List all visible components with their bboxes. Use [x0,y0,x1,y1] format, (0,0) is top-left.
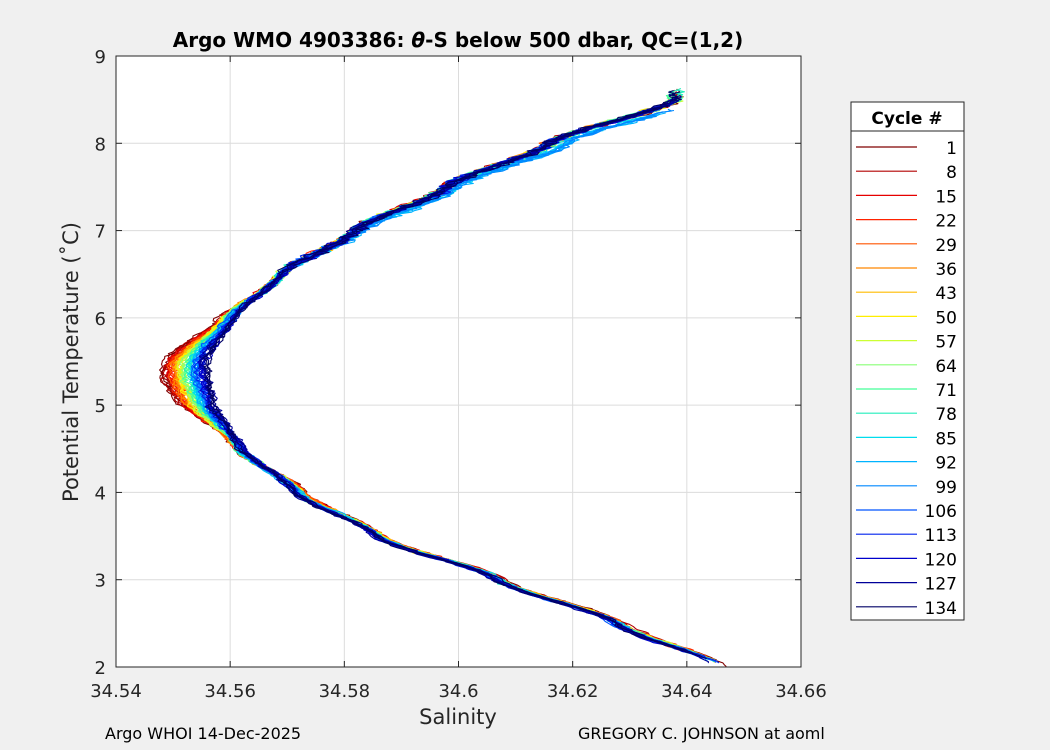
x-tick-labels: 34.54 34.56 34.58 34.6 34.62 34.64 34.66 [90,681,827,702]
x-tick-label: 34.66 [775,681,827,702]
y-tick-label: 9 [95,47,106,68]
legend-label: 36 [935,260,957,280]
y-tick-label: 2 [95,658,106,679]
legend-label: 99 [935,478,957,498]
footer-right: GREGORY C. JOHNSON at aoml [578,724,825,743]
legend: Cycle # 18152229364350576471788592991061… [850,101,965,621]
y-tick-labels: 2 3 4 5 6 7 8 9 [95,47,106,679]
chart-title-suffix: -S below 500 dbar, QC=(1,2) [425,28,743,52]
legend-label: 106 [925,502,957,522]
x-tick-label: 34.62 [547,681,599,702]
tick-marks [115,55,802,668]
legend-label: 1 [946,139,957,159]
x-tick-label: 34.54 [90,681,142,702]
legend-label: 64 [935,357,957,377]
x-tick-label: 34.64 [661,681,713,702]
y-tick-label: 4 [95,483,106,504]
chart-title-theta: θ [411,28,425,52]
series-line [203,89,707,660]
y-tick-label: 5 [95,396,106,417]
legend-label: 22 [935,212,957,232]
legend-label: 78 [935,405,957,425]
legend-label: 134 [925,599,957,619]
y-axis-label: Potential Temperature (˚C) [59,222,83,502]
legend-entries: 1 8 15 22 29 36 43 50 57 64 71 78 85 92 99 106 113 120 127… [856,139,957,619]
chart-title: Argo WMO 4903386: θ-S below 500 dbar, QC… [173,28,743,52]
y-tick-label: 6 [95,309,106,330]
x-tick-label: 34.58 [319,681,371,702]
series-group [159,87,727,667]
legend-label: 85 [935,429,957,449]
x-axis-label: Salinity [419,705,497,729]
legend-label: 8 [946,163,957,183]
legend-label: 15 [935,187,957,207]
y-tick-label: 3 [95,571,106,592]
legend-title: Cycle # [871,109,942,129]
legend-label: 71 [935,381,957,401]
legend-label: 92 [935,454,957,474]
legend-label: 113 [925,526,957,546]
x-tick-label: 34.56 [204,681,256,702]
y-tick-label: 7 [95,222,106,243]
legend-label: 127 [925,575,957,595]
chart-title-prefix: Argo WMO 4903386: [173,28,412,52]
legend-label: 29 [935,236,957,256]
legend-label: 50 [935,308,957,328]
legend-label: 120 [925,550,957,570]
footer-left: Argo WHOI 14-Dec-2025 [105,724,302,743]
legend-label: 43 [935,284,957,304]
y-tick-label: 8 [95,134,106,155]
x-tick-label: 34.6 [438,681,478,702]
legend-label: 57 [935,333,957,353]
